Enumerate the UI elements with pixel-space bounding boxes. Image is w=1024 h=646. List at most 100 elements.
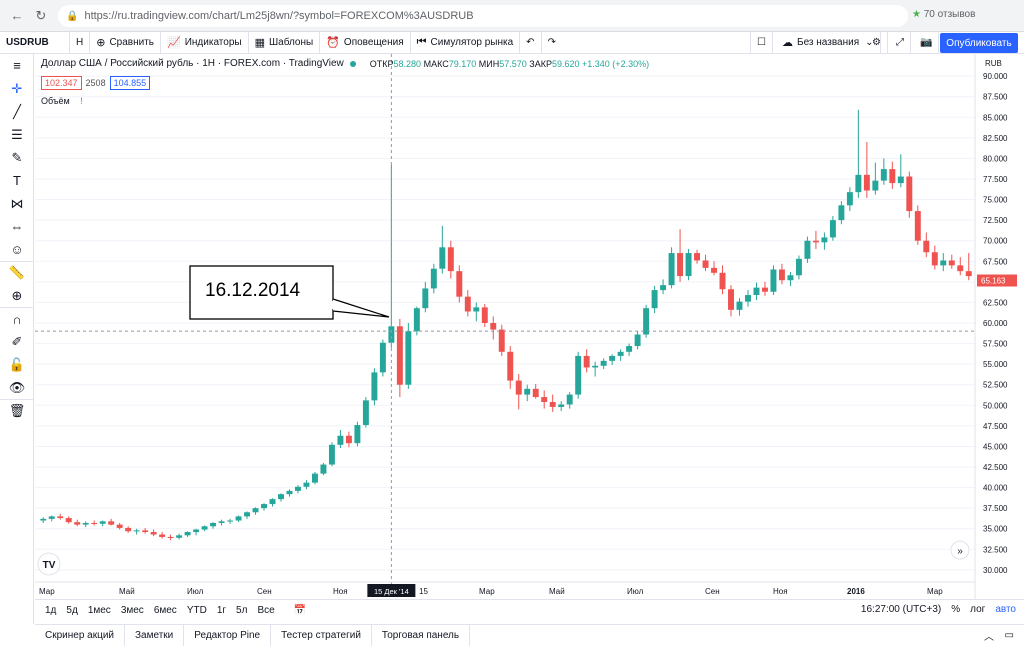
maximize-icon[interactable]: ▭ <box>1004 629 1014 641</box>
candle-body <box>235 516 242 521</box>
candle-body <box>541 397 548 403</box>
candle-body <box>193 529 200 533</box>
templates-button[interactable]: ▦ Шаблоны <box>249 31 321 54</box>
layout-name: Без названия <box>797 37 860 48</box>
fib-icon[interactable]: ☰ <box>11 126 23 142</box>
symbol-search[interactable]: USDRUB <box>0 31 70 54</box>
redo-button[interactable]: ↷ <box>542 32 562 54</box>
time-axis[interactable]: Мар Май Июл Сен Ноя 15 Дек '14 15 Мар Май Июл Сен Н… <box>35 581 975 597</box>
chevron-up-icon[interactable]: ︿ <box>984 631 994 643</box>
range-button[interactable]: 5л <box>236 605 248 616</box>
candle-body <box>965 271 972 277</box>
candle-body <box>40 518 47 521</box>
fullscreen-toggle[interactable]: ☐ <box>750 31 773 54</box>
candle-body <box>447 247 454 272</box>
cloud-icon: ☁ <box>782 37 793 49</box>
ohlc-values: ОТКР58.280 МАКС79.170 МИН57.570 ЗАКР59.6… <box>370 59 649 69</box>
price-chart[interactable]: 59.009 90.000 87.500 85.000 82.500 80.000 77.… <box>35 54 1024 599</box>
crosshair-icon[interactable]: ✛ <box>11 80 23 96</box>
templates-label: Шаблоны <box>268 37 314 48</box>
scroll-right-button[interactable]: » <box>950 540 970 560</box>
crosshair-date-label: 15 Дек '14 <box>374 587 409 596</box>
magnet-icon[interactable]: ∩ <box>0 307 34 330</box>
prediction-icon[interactable]: ⇔ <box>10 219 24 234</box>
volume-legend[interactable]: Объём ! <box>41 96 83 106</box>
replay-icon: ⏮ <box>416 36 427 48</box>
unlock-icon[interactable]: 🔓 <box>8 356 26 372</box>
candle-body <box>125 527 132 532</box>
lock-draw-icon[interactable]: ✐ <box>11 333 23 349</box>
candles <box>40 109 972 541</box>
compare-button[interactable]: ⊕ Сравнить <box>90 31 162 54</box>
expand-button[interactable]: ⤢ <box>890 31 911 54</box>
redo-icon: ↷ <box>547 37 556 48</box>
trash-icon[interactable]: 🗑 <box>0 399 34 422</box>
range-button[interactable]: 6мес <box>153 605 177 616</box>
range-button[interactable]: 3мес <box>120 605 144 616</box>
snapshot-button[interactable]: 📷 <box>914 31 940 54</box>
candle-body <box>218 521 225 523</box>
text-icon[interactable]: T <box>13 173 21 188</box>
eye-icon[interactable]: 👁 <box>8 379 26 395</box>
layout-menu[interactable]: ☁ Без названия ⌄ <box>776 31 881 54</box>
panel-tab[interactable]: Тестер стратегий <box>271 624 372 646</box>
reload-icon[interactable]: ↻ <box>35 7 47 23</box>
range-button[interactable]: 5д <box>66 605 78 616</box>
percent-toggle[interactable]: % <box>951 604 961 615</box>
candle-body <box>413 308 420 332</box>
pattern-icon[interactable]: ⋈ <box>10 195 24 211</box>
candle-body <box>133 530 140 532</box>
publish-button[interactable]: Опубликовать <box>940 33 1018 53</box>
indicators-icon: 📈 <box>167 37 181 49</box>
log-toggle[interactable]: лог <box>970 604 986 615</box>
menu-icon[interactable]: ≡ <box>13 58 21 73</box>
clock[interactable]: 16:27:00 (UTC+3) <box>860 604 942 615</box>
candle-body <box>889 169 896 184</box>
candle-body <box>184 532 191 536</box>
panel-tab[interactable]: Заметки <box>125 624 185 646</box>
alerts-button[interactable]: ⏰ Оповещения <box>320 31 411 54</box>
rating-badge[interactable]: ★ 70 отзывов <box>912 9 975 20</box>
x-tick-label: Мар <box>39 587 55 596</box>
zoom-icon[interactable]: ⊕ <box>11 287 23 303</box>
auto-toggle[interactable]: авто <box>995 604 1016 615</box>
candle-body <box>651 290 658 309</box>
candle-body <box>311 473 318 483</box>
panel-tab[interactable]: Скринер акций <box>35 624 126 646</box>
range-button[interactable]: Все <box>257 605 275 616</box>
candle-body <box>99 521 106 524</box>
x-tick-label: Сен <box>257 587 272 596</box>
address-bar[interactable]: 🔒 https://ru.tradingview.com/chart/Lm25j… <box>58 5 908 27</box>
candle-body <box>778 269 785 281</box>
range-buttons: 1д 5д 1мес 3мес 6мес YTD 1г 5л Все <box>40 605 280 616</box>
candle-body <box>354 425 361 444</box>
candle-body <box>863 174 870 191</box>
trendline-icon[interactable]: ╱ <box>13 103 21 119</box>
x-tick-label: Мар <box>479 587 495 596</box>
interval-button[interactable]: H <box>70 31 91 54</box>
candle-body <box>685 253 692 277</box>
last-price-badge <box>977 274 1017 287</box>
price-axis[interactable]: 90.000 87.500 85.000 82.500 80.000 77.500 75.0… <box>974 54 1024 599</box>
settings-button[interactable]: ⚙ <box>866 31 888 54</box>
replay-button[interactable]: ⏮ Симулятор рынка <box>411 31 521 54</box>
candle-body <box>643 308 650 335</box>
panel-tab[interactable]: Редактор Pine <box>184 624 272 646</box>
candle-body <box>439 247 446 269</box>
panel-tab[interactable]: Торговая панель <box>372 624 471 646</box>
alarm-icon: ⏰ <box>326 37 340 49</box>
ruler-icon[interactable]: 📏 <box>0 261 34 284</box>
undo-button[interactable]: ↶ <box>520 31 542 54</box>
range-button[interactable]: 1мес <box>87 605 111 616</box>
y-tick-label: 40.000 <box>983 484 1008 493</box>
y-tick-label: 32.500 <box>983 545 1008 554</box>
back-icon[interactable]: ← <box>10 7 24 23</box>
range-button[interactable]: 1г <box>216 605 227 616</box>
indicators-button[interactable]: 📈 Индикаторы <box>161 31 249 54</box>
range-button[interactable]: 1д <box>45 605 57 616</box>
y-tick-label: 75.000 <box>983 196 1008 205</box>
brush-icon[interactable]: ✎ <box>11 149 23 165</box>
emoji-icon[interactable]: ☺ <box>10 242 24 257</box>
calendar-icon[interactable]: 📅 <box>293 605 307 616</box>
range-button[interactable]: YTD <box>186 605 207 616</box>
